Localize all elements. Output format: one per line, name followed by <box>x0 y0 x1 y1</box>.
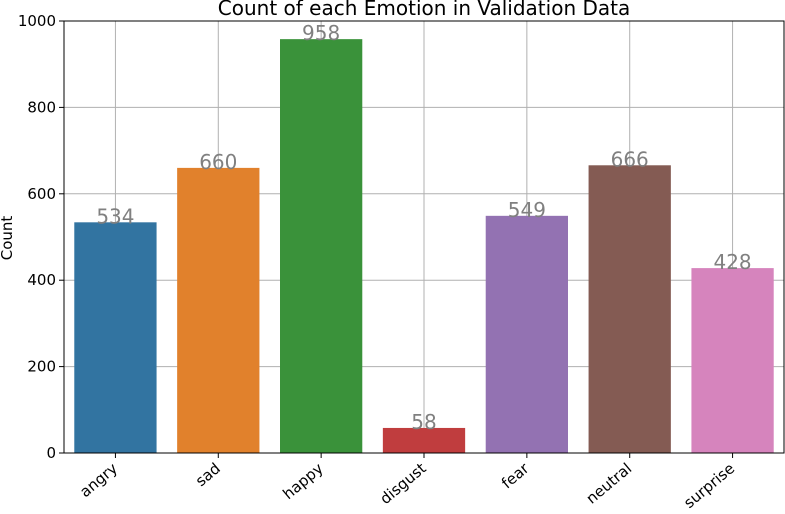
bar-neutral <box>588 165 671 453</box>
y-tick-label: 200 <box>27 358 56 376</box>
data-labels: 534 660 958 58 549 666 428 <box>96 21 751 434</box>
x-tick-label-sad: sad <box>192 459 224 490</box>
grid <box>64 20 784 454</box>
y-tick-label: 800 <box>27 98 56 116</box>
x-tick-label-neutral: neutral <box>583 459 636 507</box>
bar-sad <box>177 167 260 453</box>
y-axis-label: Count <box>0 216 16 261</box>
data-label-surprise: 428 <box>713 250 751 274</box>
y-ticks: 0 200 400 600 800 1000 <box>18 12 64 462</box>
bars <box>74 39 774 453</box>
data-label-angry: 534 <box>96 204 134 228</box>
data-label-fear: 549 <box>508 198 546 222</box>
data-label-sad: 660 <box>199 150 237 174</box>
y-tick-label: 400 <box>27 271 56 289</box>
x-ticks: angry sad happy disgust fear neutral surprise <box>76 453 738 512</box>
bar-fear <box>485 215 568 453</box>
x-tick-label-angry: angry <box>76 459 121 501</box>
bar-surprise <box>691 268 774 453</box>
y-tick-label: 1000 <box>18 12 56 30</box>
bar-disgust <box>382 427 466 453</box>
bar-happy <box>280 39 363 453</box>
x-tick-label-happy: happy <box>279 459 326 503</box>
data-label-neutral: 666 <box>611 147 649 171</box>
x-tick-label-surprise: surprise <box>680 459 738 510</box>
x-tick-label-fear: fear <box>498 459 533 493</box>
bar-angry <box>74 222 157 453</box>
y-tick-label: 600 <box>27 185 56 203</box>
y-tick-label: 0 <box>46 444 56 462</box>
data-label-happy: 958 <box>302 21 340 45</box>
x-tick-label-disgust: disgust <box>376 459 429 508</box>
chart-title: Count of each Emotion in Validation Data <box>218 0 630 20</box>
data-label-disgust: 58 <box>411 410 436 434</box>
